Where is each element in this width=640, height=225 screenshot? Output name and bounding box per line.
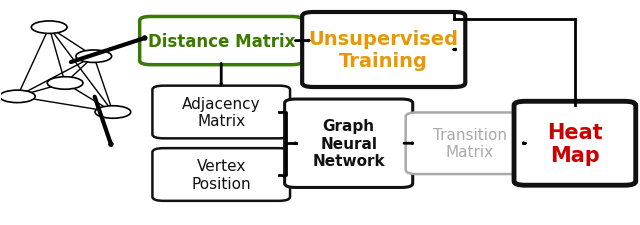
FancyBboxPatch shape (514, 102, 636, 185)
Circle shape (47, 77, 83, 90)
FancyBboxPatch shape (302, 13, 465, 88)
FancyBboxPatch shape (152, 86, 290, 139)
Text: Unsupervised
Training: Unsupervised Training (308, 30, 459, 71)
Text: Graph
Neural
Network: Graph Neural Network (312, 119, 385, 168)
Circle shape (76, 51, 111, 63)
Circle shape (95, 106, 131, 119)
Text: Transition
Matrix: Transition Matrix (433, 128, 507, 160)
FancyBboxPatch shape (152, 148, 290, 201)
Text: Heat
Map: Heat Map (547, 122, 603, 165)
Text: Distance Matrix: Distance Matrix (148, 32, 295, 50)
Text: Adjacency
Matrix: Adjacency Matrix (182, 96, 260, 129)
FancyBboxPatch shape (285, 100, 413, 188)
Circle shape (0, 91, 35, 103)
Circle shape (31, 22, 67, 34)
Text: Vertex
Position: Vertex Position (191, 159, 251, 191)
FancyBboxPatch shape (406, 113, 534, 174)
FancyBboxPatch shape (140, 17, 303, 65)
